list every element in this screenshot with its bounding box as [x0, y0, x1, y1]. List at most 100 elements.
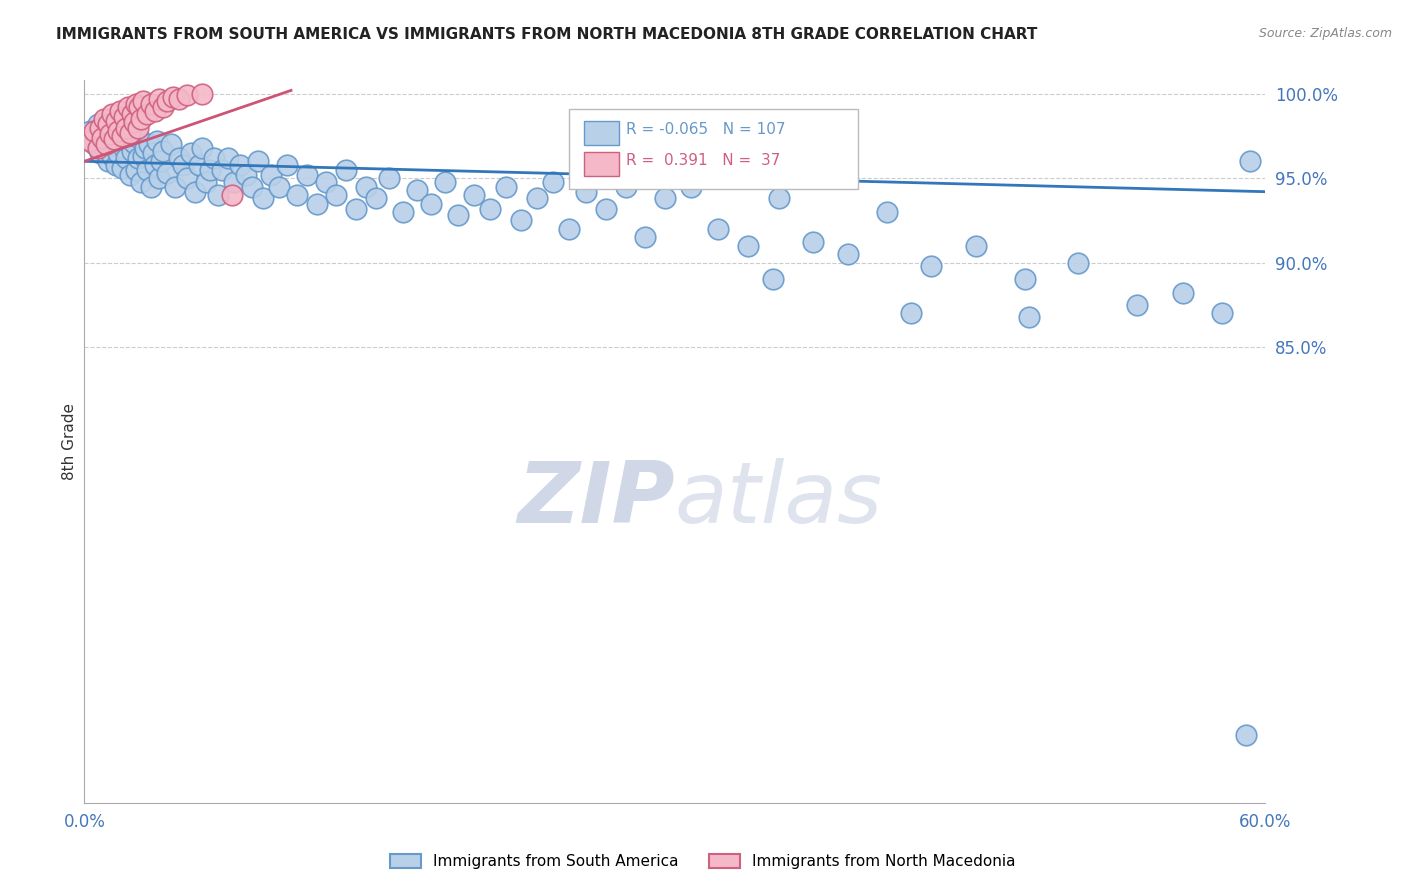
Point — [101, 149, 124, 163]
Text: ZIP: ZIP — [517, 458, 675, 541]
Point — [124, 162, 146, 177]
Point — [378, 171, 401, 186]
Point — [900, 306, 922, 320]
Point — [156, 166, 179, 180]
Point — [240, 179, 263, 194]
Point — [83, 137, 105, 152]
Point — [94, 137, 117, 152]
Point — [526, 191, 548, 205]
Point — [768, 191, 790, 205]
Point — [103, 137, 125, 152]
Point — [136, 162, 159, 177]
Point — [87, 117, 110, 131]
Point — [305, 196, 328, 211]
Point — [97, 117, 120, 131]
Point — [121, 144, 143, 158]
Point — [141, 96, 163, 111]
Point — [172, 158, 194, 172]
Point — [103, 132, 125, 146]
Point — [1239, 154, 1261, 169]
Point — [94, 134, 117, 148]
Point — [141, 179, 163, 194]
Point — [1018, 310, 1040, 324]
Point — [260, 168, 283, 182]
Point — [112, 141, 135, 155]
Point — [143, 158, 166, 172]
Point — [191, 87, 214, 101]
Point — [124, 96, 146, 111]
Point — [195, 175, 218, 189]
Point — [150, 154, 173, 169]
Point — [163, 179, 186, 194]
Point — [132, 94, 155, 108]
Text: Source: ZipAtlas.com: Source: ZipAtlas.com — [1258, 27, 1392, 40]
Point — [148, 171, 170, 186]
Point — [91, 128, 114, 143]
Point — [152, 144, 174, 158]
Point — [97, 154, 120, 169]
Point — [79, 134, 101, 148]
Point — [108, 103, 131, 118]
Point — [89, 145, 111, 160]
Point — [876, 205, 898, 219]
Point — [127, 151, 149, 165]
Point — [235, 168, 257, 182]
Point — [737, 238, 759, 252]
Point — [1014, 272, 1036, 286]
Point — [1211, 306, 1233, 320]
Point — [183, 185, 205, 199]
FancyBboxPatch shape — [568, 109, 858, 189]
Point — [364, 191, 387, 205]
Point — [478, 202, 501, 216]
Point — [98, 128, 121, 142]
Point — [121, 107, 143, 121]
Point — [136, 107, 159, 121]
Text: atlas: atlas — [675, 458, 883, 541]
Point — [176, 88, 198, 103]
Point — [142, 145, 165, 160]
Point — [131, 112, 153, 127]
Point — [87, 141, 110, 155]
Point — [162, 90, 184, 104]
Text: R =  0.391   N =  37: R = 0.391 N = 37 — [627, 153, 780, 169]
Y-axis label: 8th Grade: 8th Grade — [62, 403, 77, 480]
Point — [447, 208, 470, 222]
Point — [269, 179, 291, 194]
Point — [143, 103, 166, 118]
Point — [128, 100, 150, 114]
Point — [495, 179, 517, 194]
Point — [1234, 728, 1257, 742]
Point — [614, 179, 637, 194]
Point — [107, 124, 129, 138]
Point — [104, 158, 127, 172]
Point — [1067, 255, 1090, 269]
Point — [160, 137, 183, 152]
Point — [156, 94, 179, 108]
Point — [221, 188, 243, 202]
Point — [211, 162, 233, 177]
Point — [335, 162, 357, 177]
Point — [654, 191, 676, 205]
Point — [207, 188, 229, 202]
Point — [541, 175, 564, 189]
Text: IMMIGRANTS FROM SOUTH AMERICA VS IMMIGRANTS FROM NORTH MACEDONIA 8TH GRADE CORRE: IMMIGRANTS FROM SOUTH AMERICA VS IMMIGRA… — [56, 27, 1038, 42]
Point — [392, 205, 415, 219]
Point — [191, 141, 214, 155]
Point — [217, 151, 239, 165]
Point — [167, 92, 190, 106]
Point — [118, 126, 141, 140]
Point — [762, 272, 785, 286]
Point — [107, 145, 129, 160]
Point — [111, 161, 134, 175]
Point — [104, 113, 127, 128]
Point — [1171, 285, 1194, 300]
Point — [200, 162, 222, 177]
Point — [118, 168, 141, 182]
Point — [463, 188, 485, 202]
Point — [131, 175, 153, 189]
Point — [344, 202, 367, 216]
Point — [634, 230, 657, 244]
Point — [167, 151, 190, 165]
Point — [117, 128, 139, 143]
Point — [557, 222, 579, 236]
